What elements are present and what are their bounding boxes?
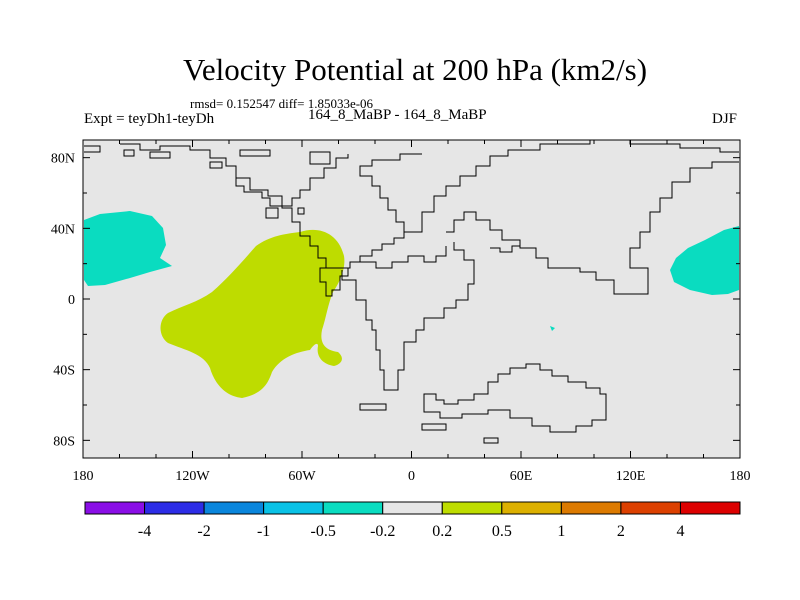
colorbar-label: 0.5 [492,523,512,540]
lon-label: 60E [510,469,533,484]
colorbar-swatch [84,501,146,515]
colorbar-label: -1 [257,523,270,540]
stats-label: rmsd= 0.152547 diff= 1.85033e-06 [190,96,374,111]
coast-antarctic-islands [359,403,499,444]
experiment-label: Expt = teyDh1-teyDh [84,111,215,127]
colorbar-swatch [620,501,681,515]
lat-label: 40S [53,364,75,379]
lon-label: 120E [616,469,646,484]
coast-arctic-islands [84,145,331,169]
colorbar-label: 2 [617,523,625,540]
coast-americas [120,143,336,269]
lon-label: 0 [408,469,415,484]
longitude-axis: 180 120W 60W 0 60E 120E 180 [73,140,751,484]
coast-hudson [265,207,305,219]
coast-south-america [319,267,349,297]
coast-africa [341,242,475,391]
negative-region-west [84,211,172,286]
colorbar-label: -0.2 [370,523,395,540]
colorbar-swatch [382,501,443,515]
colorbar-swatch [144,501,205,515]
coast-mediterranean [360,246,447,269]
colorbar-swatch [501,501,562,515]
negative-region-small [550,326,555,331]
colorbar-label: 0.2 [432,523,452,540]
season-label: DJF [712,111,738,127]
colorbar-swatch [560,501,622,515]
colorbar-label: -4 [138,523,151,540]
colorbar-label: 4 [676,523,684,540]
colorbar-swatch [679,501,741,515]
map-title: Velocity Potential at 200 hPa (km2/s) [182,52,648,87]
lat-label: 40N [51,222,75,237]
lat-label: 80N [51,152,75,167]
lon-label: 60W [288,469,316,484]
lon-label: 180 [730,469,751,484]
colorbar-label: -2 [197,523,210,540]
lon-label: 180 [73,469,94,484]
coastlines [84,139,739,444]
colorbar-swatch [263,501,324,515]
coast-north-europe [359,153,422,232]
colorbar-swatch [441,501,503,515]
coast-greenland [235,154,349,207]
colorbar-swatch [322,501,384,515]
colorbar: -4 -2 -1 -0.5 -0.2 0.2 0.5 1 2 4 [84,501,741,540]
map-background [83,140,740,458]
coast-australia [423,363,607,433]
lat-label: 80S [53,434,75,449]
subtitle-label: 164_8_MaBP - 164_8_MaBP [308,107,487,123]
negative-region-east [670,226,739,295]
colorbar-label: 1 [557,523,565,540]
colorbar-label: -0.5 [311,523,336,540]
latitude-axis: 80N 40N 0 40S 80S [51,152,740,449]
lon-label: 120W [175,469,210,484]
colorbar-swatch [203,501,265,515]
coast-india [490,240,521,253]
coast-asia-east [446,161,739,295]
positive-region [160,229,345,398]
lat-label: 0 [68,293,75,308]
